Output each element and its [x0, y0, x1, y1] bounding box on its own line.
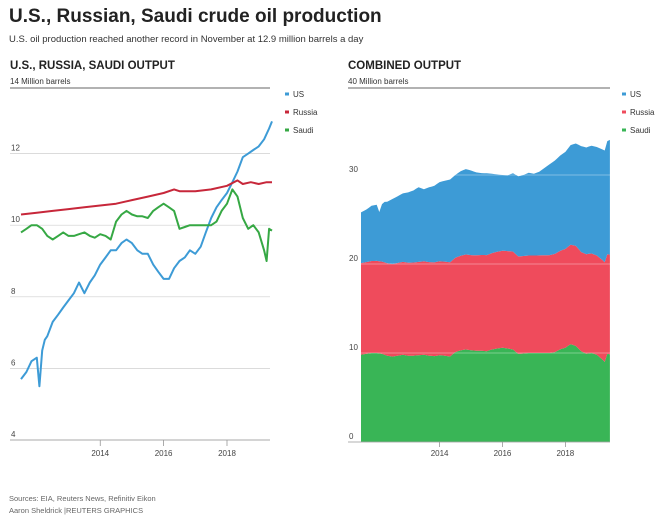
chart1-xtick-2016: 2016 [155, 449, 173, 458]
chart1-ytick-6: 6 [11, 358, 16, 367]
chart1-ytick-10: 10 [11, 215, 20, 224]
chart2-title: COMBINED OUTPUT [348, 60, 461, 72]
chart2-area-us [361, 139, 610, 264]
chart1-unit-label: 14 Million barrels [10, 77, 70, 86]
chart2-unit-label: 40 Million barrels [348, 77, 408, 86]
chart2-area-saudi [361, 344, 610, 442]
credit-note: Aaron Sheldrick |REUTERS GRAPHICS [9, 506, 144, 515]
chart1-series-russia [20, 179, 272, 216]
sources-note: Sources: EIA, Reuters News, Refinitiv Ei… [9, 494, 156, 503]
chart2-ytick-10: 10 [349, 343, 358, 352]
chart1-legend-russia: Russia [293, 108, 318, 117]
chart1-legend-saudi: Saudi [293, 126, 314, 135]
chart2-xtick-2014: 2014 [431, 449, 449, 458]
chart1-xtick-2014: 2014 [91, 449, 109, 458]
chart1-legend-us: US [293, 90, 304, 99]
chart2-ytick-30: 30 [349, 165, 358, 174]
chart2-ytick-0: 0 [349, 432, 354, 441]
chart2-xtick-2016: 2016 [494, 449, 512, 458]
chart2-legend-saudi: Saudi [630, 126, 651, 135]
chart1-ytick-4: 4 [11, 430, 16, 439]
chart2-legend-russia: Russia [630, 108, 655, 117]
chart1-title: U.S., RUSSIA, SAUDI OUTPUT [10, 60, 175, 72]
chart2-xtick-2018: 2018 [556, 449, 574, 458]
chart-title: U.S., Russian, Saudi crude oil productio… [9, 6, 382, 27]
chart2-ytick-20: 20 [349, 254, 358, 263]
chart1-series-saudi [20, 188, 273, 262]
chart2-area-russia [361, 244, 610, 362]
chart1-series-us [20, 121, 273, 388]
chart1-xtick-2018: 2018 [218, 449, 236, 458]
chart-subtitle: U.S. oil production reached another reco… [9, 34, 364, 45]
chart1-ytick-12: 12 [11, 144, 20, 153]
chart1-ytick-8: 8 [11, 287, 16, 296]
chart2-legend-us: US [630, 90, 641, 99]
